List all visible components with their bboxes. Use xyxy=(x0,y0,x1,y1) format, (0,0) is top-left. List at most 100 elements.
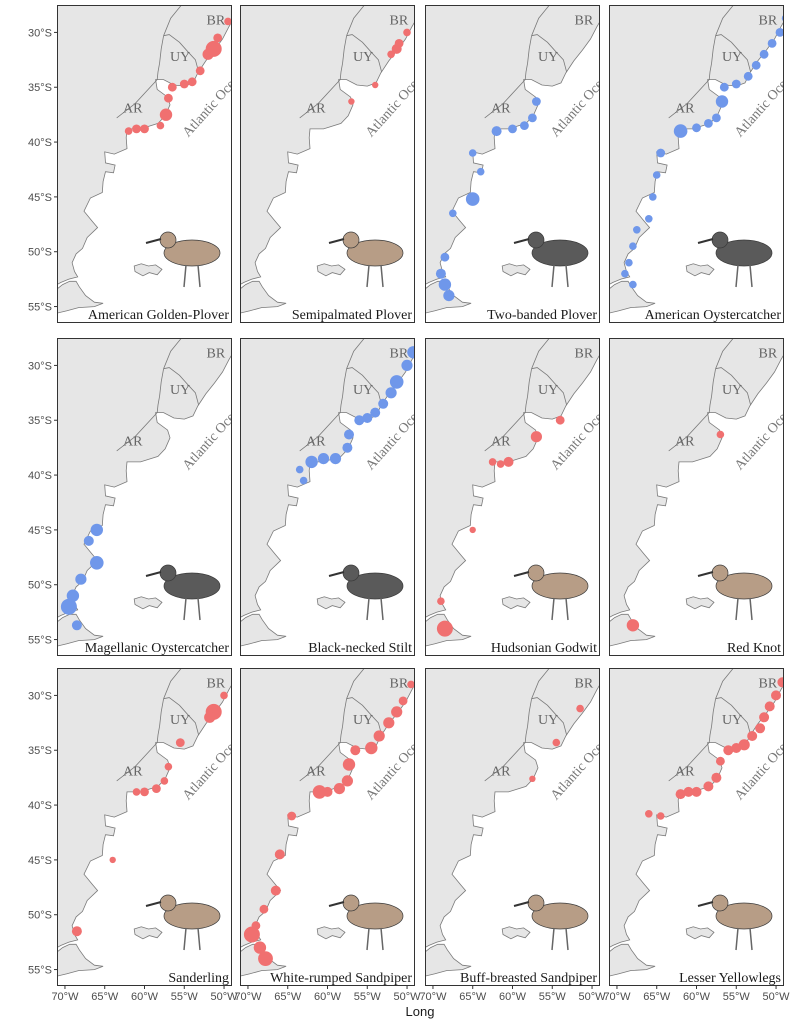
two-banded-plover-icon xyxy=(513,231,589,288)
occurrence-point xyxy=(719,82,729,92)
y-tick-label: 35°S xyxy=(28,82,52,94)
country-boundary xyxy=(163,338,183,369)
y-tick-label: 30°S xyxy=(28,690,52,702)
occurrence-point xyxy=(365,741,378,755)
falkland-islands xyxy=(685,926,715,940)
axes: 30°S 35°S 40°S 45°S 50°S 55°S 30°S 35°S 40°S 45°S… xyxy=(28,27,790,1003)
occurrence-point xyxy=(552,738,561,747)
occurrence-point xyxy=(378,398,389,409)
occurrence-point xyxy=(496,460,505,468)
country-label-br: BR xyxy=(207,677,226,692)
occurrence-point xyxy=(391,43,402,54)
y-tick-label: 55°S xyxy=(28,965,52,977)
species-label: Black-necked Stilt xyxy=(308,641,412,656)
country-boundary xyxy=(346,338,366,369)
x-tick-label: 50°W xyxy=(579,991,607,1003)
country-boundary xyxy=(708,698,716,743)
species-label: Hudsonian Godwit xyxy=(491,641,597,656)
occurrence-point xyxy=(520,121,529,130)
occurrence-point xyxy=(350,745,361,756)
occurrence-point xyxy=(675,789,686,800)
occurrence-point xyxy=(83,535,94,546)
falkland-islands xyxy=(501,263,531,277)
country-boundary xyxy=(339,35,347,80)
occurrence-point xyxy=(305,455,318,469)
occurrence-point xyxy=(385,387,397,399)
occurrence-point xyxy=(715,95,729,108)
y-tick-label: 35°S xyxy=(28,745,52,757)
country-label-ar: AR xyxy=(123,764,143,779)
occurrence-point xyxy=(220,691,228,700)
occurrence-point xyxy=(389,375,404,389)
country-boundary xyxy=(708,35,716,80)
country-boundary xyxy=(346,34,382,73)
occurrence-point xyxy=(317,453,330,465)
occurrence-point xyxy=(530,431,542,443)
occurrence-point xyxy=(224,17,232,26)
occurrence-point xyxy=(403,28,411,37)
occurrence-point xyxy=(401,359,413,371)
species-label: Buff-breasted Sandpiper xyxy=(460,971,597,986)
occurrence-point xyxy=(407,346,415,359)
x-tick-label: 65°W xyxy=(274,991,302,1003)
occurrence-point xyxy=(299,476,308,485)
semipalmated-plover-icon xyxy=(328,231,404,288)
occurrence-point xyxy=(90,523,103,537)
y-tick-label: 30°S xyxy=(28,360,52,372)
x-tick-label: 70°W xyxy=(419,991,447,1003)
country-boundary xyxy=(668,79,710,119)
occurrence-point xyxy=(195,66,205,76)
x-tick-label: 50°W xyxy=(394,991,422,1003)
occurrence-point xyxy=(438,278,452,291)
occurrence-point xyxy=(362,413,373,423)
country-label-uy: UY xyxy=(353,50,373,65)
occurrence-point xyxy=(723,745,734,756)
occurrence-point xyxy=(60,598,77,615)
hudsonian-godwit-icon xyxy=(513,564,589,621)
country-boundary xyxy=(116,412,158,452)
country-boundary xyxy=(484,742,526,782)
occurrence-point xyxy=(716,430,725,439)
occurrence-point xyxy=(437,597,445,605)
occurrence-point xyxy=(140,787,149,797)
country-label-uy: UY xyxy=(722,713,742,728)
occurrence-point xyxy=(781,14,784,22)
occurrence-point xyxy=(373,730,385,742)
occurrence-point xyxy=(649,193,657,201)
country-boundary xyxy=(156,698,164,743)
occurrence-point xyxy=(731,743,742,753)
golden-plover-icon xyxy=(145,231,221,288)
occurrence-point xyxy=(625,258,633,267)
panel-border xyxy=(425,338,600,656)
occurrence-point xyxy=(629,242,637,250)
occurrence-point xyxy=(747,731,758,741)
occurrence-point xyxy=(435,268,446,279)
country-boundary xyxy=(715,668,735,699)
occurrence-point xyxy=(771,690,781,701)
country-boundary xyxy=(116,742,158,782)
occurrence-point xyxy=(175,738,185,747)
magellanic-oystercatcher-icon xyxy=(145,564,221,621)
occurrence-point xyxy=(398,696,408,706)
tierra-del-fuego xyxy=(57,280,104,314)
country-label-ar: AR xyxy=(306,101,326,116)
occurrence-point xyxy=(555,415,565,425)
occurrence-point xyxy=(711,772,722,783)
country-label-br: BR xyxy=(759,347,778,362)
white-rumped-sandpiper-icon xyxy=(328,894,404,951)
country-label-br: BR xyxy=(759,14,778,29)
country-boundary xyxy=(531,697,567,736)
occurrence-point xyxy=(731,79,741,89)
tierra-del-fuego xyxy=(425,943,472,977)
falkland-islands xyxy=(501,926,531,940)
occurrence-point xyxy=(124,127,133,135)
country-label-ar: AR xyxy=(123,434,143,449)
x-tick-label: 70°W xyxy=(234,991,262,1003)
occurrence-point xyxy=(759,49,769,59)
